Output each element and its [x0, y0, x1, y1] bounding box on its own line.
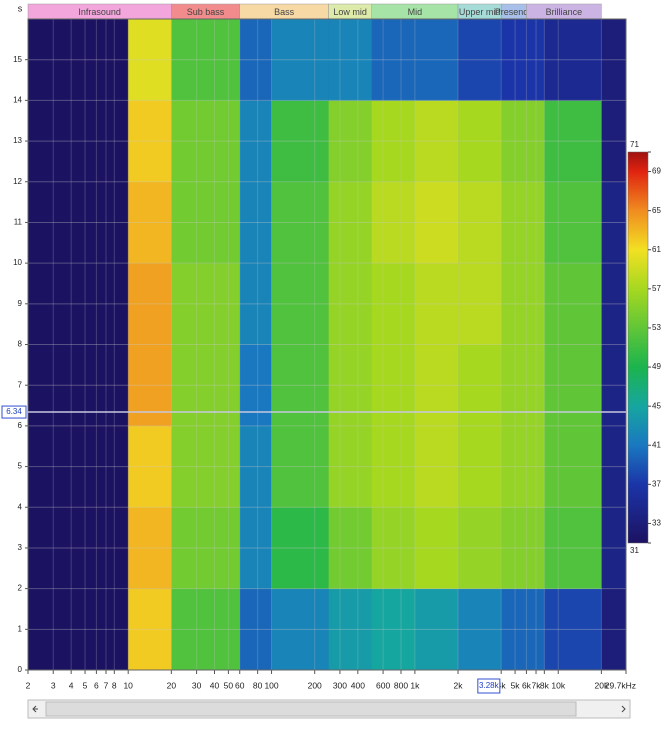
band-label: Infrasound — [78, 7, 121, 17]
y-tick-label: 11 — [14, 218, 23, 227]
y-tick-label: 7 — [18, 380, 23, 389]
x-tick-label: 2k — [454, 680, 464, 690]
y-tick-label: 15 — [13, 55, 22, 64]
colorbar-tick-label: 69 — [652, 167, 661, 176]
x-tick-label: 7 — [104, 680, 109, 690]
x-tick-label: 50 — [224, 680, 234, 690]
x-tick-label: 5k — [511, 680, 521, 690]
x-tick-label: 200 — [308, 680, 322, 690]
band-label: Bass — [274, 7, 295, 17]
colorbar-tick-label: 45 — [652, 401, 661, 410]
colorbar-tick-label: 41 — [652, 440, 661, 449]
y-tick-label: 5 — [18, 462, 23, 471]
x-tick-label: 10k — [551, 680, 565, 690]
x-tick-label: 2 — [26, 680, 31, 690]
page: {"chart_data": { "type": "heatmap", "yla… — [0, 0, 661, 726]
y-tick-label: 0 — [18, 665, 23, 674]
x-tick-label: 5 — [83, 680, 88, 690]
x-tick-label: 29.7kHz — [605, 680, 636, 690]
x-tick-label: 20 — [167, 680, 177, 690]
x-tick-label: 6k — [522, 680, 532, 690]
x-tick-label: 40 — [210, 680, 220, 690]
cursor-y-label: 6.34 — [6, 407, 22, 416]
x-tick-label: 80 — [253, 680, 263, 690]
x-tick-label: 8k — [540, 680, 550, 690]
band-label: Sub bass — [187, 7, 225, 17]
y-tick-label: 4 — [18, 502, 23, 511]
band-label: Low mid — [333, 7, 367, 17]
y-tick-label: 12 — [13, 177, 22, 186]
colorbar-tick-label: 61 — [652, 245, 661, 254]
x-tick-label: 300 — [333, 680, 347, 690]
x-tick-label: 800 — [394, 680, 408, 690]
x-tick-label: 60 — [235, 680, 245, 690]
y-tick-label: 10 — [13, 258, 22, 267]
y-tick-label: 2 — [18, 584, 23, 593]
x-tick-label: 10 — [123, 680, 133, 690]
x-tick-label: 6 — [94, 680, 99, 690]
band-label: Brilliance — [546, 7, 583, 17]
colorbar — [628, 152, 648, 543]
x-tick-label: 600 — [376, 680, 390, 690]
colorbar-tick-label: 37 — [652, 479, 661, 488]
colorbar-tick-label: 49 — [652, 362, 661, 371]
y-tick-label: 1 — [18, 624, 23, 633]
x-tick-label: 100 — [264, 680, 278, 690]
x-tick-label: 4 — [69, 680, 74, 690]
x-tick-label: 400 — [351, 680, 365, 690]
cursor-x-label: 3.28k — [479, 681, 500, 690]
y-tick-label: 3 — [18, 543, 23, 552]
y-tick-label: 9 — [18, 299, 23, 308]
band-label: Mid — [408, 7, 423, 17]
x-tick-label: 1k — [410, 680, 420, 690]
y-tick-label: 8 — [18, 340, 23, 349]
chart: s InfrasoundSub bassBassLow midMidUpper … — [0, 0, 661, 726]
x-tick-label: 3 — [51, 680, 56, 690]
colorbar-tick-label: 31 — [630, 546, 639, 555]
x-tick-label: 30 — [192, 680, 202, 690]
y-tick-label: 13 — [13, 136, 22, 145]
colorbar-tick-label: 33 — [652, 519, 661, 528]
y-axis-label: s — [18, 3, 23, 13]
x-tick-label: 8 — [112, 680, 117, 690]
scrollbar-thumb[interactable] — [46, 702, 576, 716]
y-tick-label: 14 — [13, 95, 22, 104]
colorbar-tick-label: 71 — [630, 140, 639, 149]
colorbar-tick-label: 57 — [652, 284, 661, 293]
colorbar-tick-label: 65 — [652, 206, 661, 215]
colorbar-tick-label: 53 — [652, 323, 661, 332]
y-tick-label: 6 — [18, 421, 23, 430]
